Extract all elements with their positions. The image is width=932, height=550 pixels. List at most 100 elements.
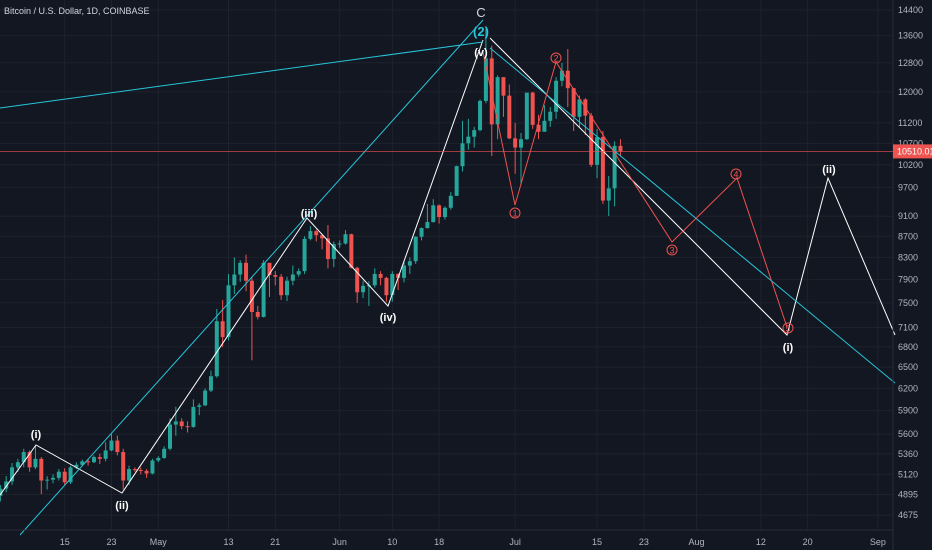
candle	[618, 139, 623, 157]
candle	[413, 236, 418, 264]
x-tick-label: 20	[803, 537, 813, 547]
candle-body	[325, 238, 330, 260]
trend-line	[0, 41, 484, 109]
candle-body	[62, 471, 67, 483]
candle-body	[413, 236, 418, 262]
candle-body	[4, 481, 9, 489]
wave-circle	[666, 244, 678, 256]
candle-body	[402, 265, 407, 278]
candle	[472, 126, 477, 148]
candle	[249, 276, 254, 361]
y-tick-label: 5120	[898, 469, 918, 479]
y-tick-label: 8300	[898, 252, 918, 262]
candle	[197, 403, 202, 416]
candle-body	[220, 321, 225, 338]
y-tick-label: 9700	[898, 182, 918, 192]
candle-body	[144, 470, 149, 474]
candle	[80, 459, 85, 466]
candle-body	[361, 285, 366, 293]
candle	[285, 276, 290, 302]
x-tick-label: 18	[434, 537, 444, 547]
candle-body	[390, 273, 395, 296]
candle	[214, 308, 219, 378]
wave-label: (iii)	[301, 208, 318, 220]
candle-body	[21, 452, 26, 463]
wave-drawings	[0, 19, 896, 536]
candle	[554, 77, 559, 119]
candle	[600, 130, 605, 204]
trend-line	[19, 19, 484, 536]
candle-body	[296, 271, 301, 275]
candle-body	[185, 426, 190, 428]
circled-label: 1	[512, 208, 517, 218]
candle-body	[10, 467, 15, 482]
wave-label: (ii)	[822, 164, 836, 176]
candle	[296, 268, 301, 277]
candle-body	[460, 143, 465, 167]
candle	[115, 435, 120, 456]
candle	[302, 236, 307, 274]
candle	[425, 203, 430, 229]
candle-body	[168, 424, 173, 449]
candle	[361, 280, 366, 299]
candle-body	[45, 479, 50, 481]
candle-body	[51, 477, 56, 480]
y-tick-label: 6500	[898, 362, 918, 372]
wave-labels: (i) (ii) (iii) (iv) (v) (i) (ii) C (2) 1…	[31, 5, 836, 512]
candle-body	[308, 231, 313, 239]
y-tick-label: 7900	[898, 275, 918, 285]
candle	[372, 268, 377, 288]
trend-line	[489, 47, 896, 384]
y-tick-label: 10700	[898, 138, 923, 148]
candle	[156, 456, 161, 463]
circled-label: 5	[785, 323, 790, 333]
candle	[279, 273, 284, 300]
candle	[138, 467, 143, 475]
candle-body	[226, 285, 231, 338]
candle-body	[472, 130, 477, 137]
candle-body	[431, 205, 436, 223]
wave-projection	[489, 37, 896, 336]
candle-body	[454, 166, 459, 196]
candle	[308, 226, 313, 241]
candle-body	[197, 405, 202, 407]
candle-body	[337, 243, 342, 245]
candle	[314, 229, 319, 242]
y-tick-label: 7100	[898, 323, 918, 333]
last-price-label: 10510.01	[897, 146, 932, 156]
candle	[507, 84, 512, 140]
y-tick-label: 4675	[898, 510, 918, 520]
candle-body	[173, 421, 178, 425]
candle	[349, 233, 354, 269]
candle-body	[536, 124, 541, 132]
candle	[173, 406, 178, 436]
candle-body	[355, 267, 360, 293]
candle-body	[606, 188, 611, 201]
grid	[0, 0, 893, 530]
candle	[437, 204, 442, 224]
candle-body	[419, 228, 424, 237]
candle-body	[378, 273, 383, 278]
candle	[150, 458, 155, 475]
candle-body	[554, 80, 559, 112]
y-tick-label: 9100	[898, 211, 918, 221]
wave-label: (2)	[473, 24, 489, 39]
candle-body	[255, 311, 260, 317]
candle	[519, 132, 524, 186]
candle	[536, 114, 541, 140]
candle	[454, 165, 459, 196]
candle-body	[267, 262, 272, 276]
candle-body	[466, 136, 471, 144]
candle	[442, 206, 447, 220]
candle-body	[249, 280, 254, 312]
candle	[530, 91, 535, 129]
circled-label: 3	[669, 245, 674, 255]
x-tick-label: 15	[592, 537, 602, 547]
candle	[320, 234, 325, 250]
wave-circle	[730, 168, 742, 180]
candle	[501, 77, 506, 117]
candle-body	[103, 450, 108, 459]
candle-body	[425, 222, 430, 229]
